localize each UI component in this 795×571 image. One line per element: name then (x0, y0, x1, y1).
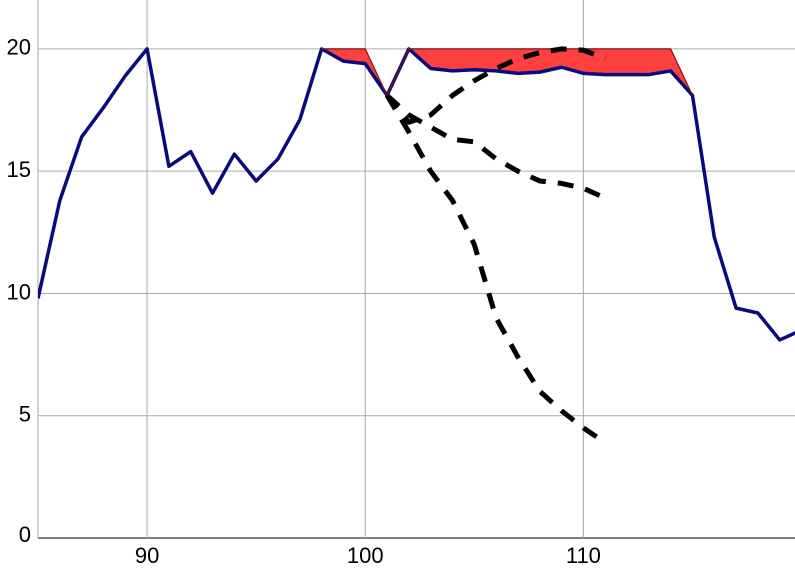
fill-band (452, 48, 475, 72)
y-tick-label: 5 (19, 402, 31, 427)
plot-area (38, 46, 795, 445)
fill-band (474, 48, 497, 72)
series-line (384, 94, 607, 445)
series-line (38, 47, 795, 342)
labels: 0 5 10 15 20 90 100 110 (7, 35, 601, 568)
x-tick-label: 100 (347, 543, 384, 568)
series-line (321, 48, 694, 96)
y-tick-label: 10 (7, 279, 31, 304)
fill-band (626, 48, 650, 75)
series-line (385, 93, 607, 201)
x-tick-label: 110 (566, 543, 601, 568)
y-tick-label: 20 (7, 35, 31, 60)
y-tick-label: 15 (7, 157, 31, 182)
x-tick-label: 90 (135, 543, 159, 568)
fill-band (604, 48, 628, 75)
y-tick-label: 0 (19, 522, 31, 547)
